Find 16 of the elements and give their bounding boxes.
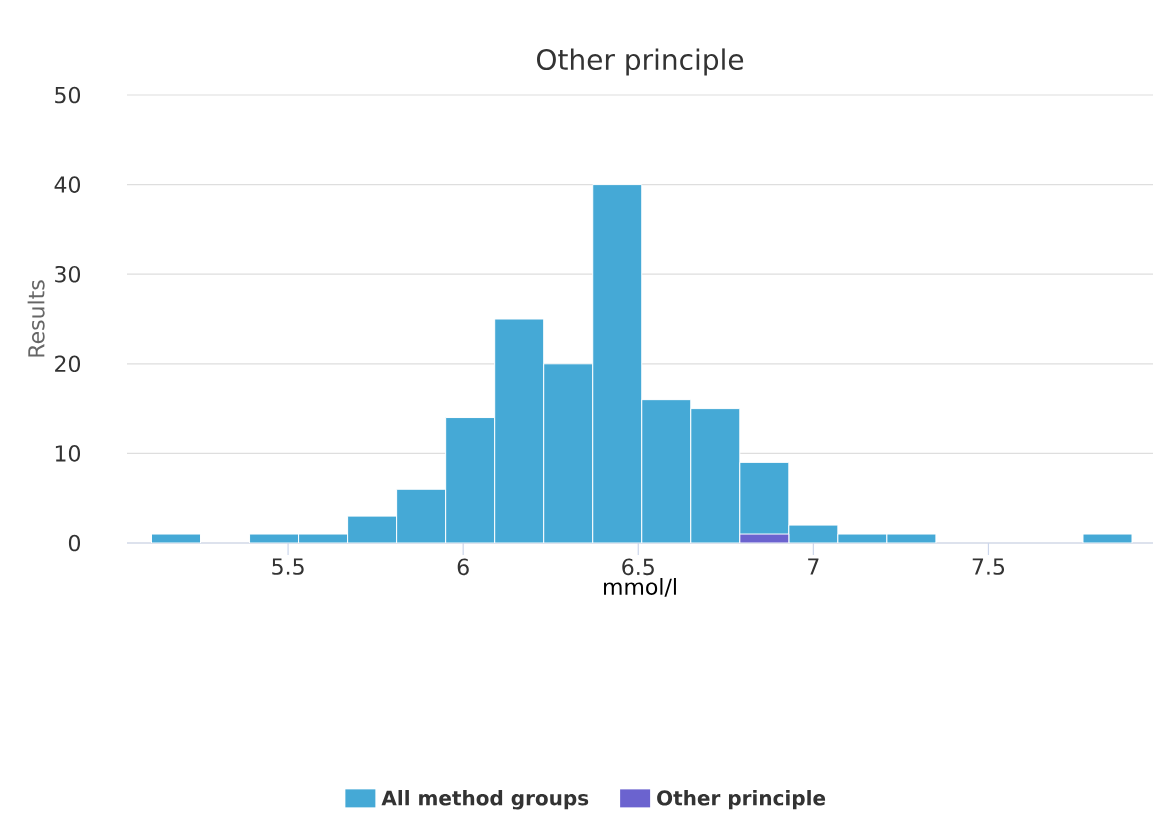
y-tick-label: 30 bbox=[55, 265, 81, 283]
y-tick-label: 0 bbox=[68, 534, 81, 552]
x-tick-label: 7 bbox=[808, 558, 819, 575]
chart-title: Other principle bbox=[537, 48, 744, 76]
x-tick-label: 6.5 bbox=[622, 558, 654, 576]
y-tick-label: 50 bbox=[55, 86, 81, 104]
y-axis-title: Results bbox=[27, 280, 45, 357]
x-tick-label: 6 bbox=[457, 558, 469, 576]
x-tick-label: 7.5 bbox=[972, 558, 1005, 575]
y-tick-label: 10 bbox=[55, 445, 81, 462]
x-tick-label: 5.5 bbox=[272, 558, 304, 575]
y-tick-label: 20 bbox=[55, 355, 81, 373]
x-axis-title: mmol/l bbox=[604, 578, 676, 597]
y-tick-label: 40 bbox=[54, 176, 81, 193]
legend-label: Other principle bbox=[657, 790, 826, 810]
legend-label: All method groups bbox=[381, 790, 589, 810]
